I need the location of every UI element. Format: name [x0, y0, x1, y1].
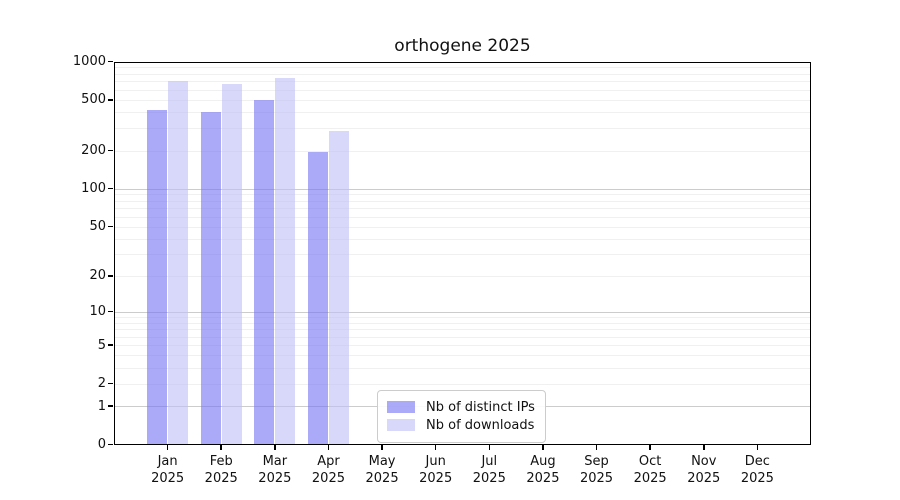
x-tick-label: May 2025: [365, 453, 399, 486]
minor-gridline: [114, 383, 811, 385]
y-tick-label: 0: [97, 437, 106, 452]
minor-gridline: [114, 355, 811, 357]
bar-distinct-ips-feb: [200, 112, 221, 445]
bar-downloads-mar: [275, 78, 296, 445]
minor-gridline: [114, 329, 811, 331]
x-tick-label: Dec 2025: [740, 453, 774, 486]
minor-gridline: [114, 81, 811, 83]
x-tick-mark: [702, 444, 705, 450]
legend-entry-downloads: Nb of downloads: [387, 417, 536, 434]
y-tick-mark: [108, 60, 113, 63]
x-tick-mark: [274, 444, 276, 450]
y-tick-label: 5: [97, 337, 106, 353]
y-tick-label: 100: [81, 181, 106, 197]
bar-distinct-ips-mar: [254, 99, 275, 445]
x-tick-label: Apr 2025: [311, 453, 345, 486]
minor-gridline: [114, 322, 811, 324]
y-tick-label: 200: [81, 143, 106, 158]
bar-distinct-ips-jan: [147, 109, 168, 445]
minor-gridline: [114, 275, 811, 277]
chart-title: orthogene 2025: [394, 36, 531, 56]
minor-gridline: [114, 336, 811, 338]
x-tick-mark: [220, 444, 223, 450]
y-tick-label: 10: [89, 304, 106, 320]
y-tick-label: 1: [97, 398, 106, 414]
bar-downloads-apr: [328, 130, 349, 445]
y-tick-mark: [108, 149, 113, 152]
y-tick-label: 20: [89, 268, 106, 284]
x-tick-label: Aug 2025: [526, 453, 560, 486]
minor-gridline: [114, 150, 811, 152]
bar-downloads-feb: [221, 83, 242, 445]
x-tick-label: Mar 2025: [258, 453, 292, 486]
y-tick-label: 500: [81, 92, 106, 108]
minor-gridline: [114, 216, 811, 218]
x-tick-mark: [327, 444, 330, 450]
minor-gridline: [114, 200, 811, 202]
x-tick-mark: [488, 444, 491, 450]
legend-label-distinct-ips: Nb of distinct IPs: [426, 399, 535, 415]
x-tick-mark: [542, 444, 544, 450]
legend-swatch-distinct-ips: [387, 401, 415, 413]
y-tick-label: 50: [89, 219, 106, 235]
y-tick-mark: [108, 382, 113, 385]
legend: Nb of distinct IPs Nb of downloads: [377, 389, 546, 443]
legend-swatch-downloads: [387, 419, 415, 431]
x-tick-label: Jan 2025: [151, 453, 185, 486]
minor-gridline: [114, 345, 811, 347]
minor-gridline: [114, 254, 811, 256]
minor-gridline: [114, 367, 811, 369]
x-tick-mark: [756, 444, 759, 450]
y-tick-label: 1000: [72, 54, 106, 69]
minor-gridline: [114, 67, 811, 69]
minor-gridline: [114, 128, 811, 130]
minor-gridline: [114, 73, 811, 75]
major-gridline: [114, 61, 811, 63]
major-gridline: [114, 188, 811, 190]
y-tick-mark: [108, 274, 113, 277]
bar-downloads-jan: [168, 80, 189, 445]
x-tick-mark: [649, 444, 651, 450]
x-tick-label: Oct 2025: [633, 453, 667, 486]
legend-label-downloads: Nb of downloads: [426, 417, 535, 433]
minor-gridline: [114, 316, 811, 318]
y-tick-label: 2: [97, 376, 106, 392]
minor-gridline: [114, 112, 811, 114]
y-tick-mark: [108, 225, 113, 228]
y-tick-mark: [108, 443, 113, 446]
minor-gridline: [114, 99, 811, 101]
x-tick-mark: [434, 444, 437, 450]
x-tick-label: Jun 2025: [419, 453, 453, 486]
minor-gridline: [114, 194, 811, 196]
minor-gridline: [114, 226, 811, 228]
major-gridline: [114, 311, 811, 313]
bar-distinct-ips-apr: [307, 151, 328, 445]
x-tick-label: Nov 2025: [687, 453, 721, 486]
x-tick-label: Sep 2025: [579, 453, 614, 486]
x-tick-mark: [595, 444, 598, 450]
x-tick-label: Jul 2025: [472, 453, 506, 486]
minor-gridline: [114, 238, 811, 240]
y-tick-mark: [108, 99, 113, 101]
x-tick-mark: [166, 444, 169, 450]
y-tick-mark: [108, 310, 113, 313]
x-tick-label: Feb 2025: [204, 453, 238, 486]
y-tick-mark: [108, 187, 113, 190]
minor-gridline: [114, 89, 811, 91]
minor-gridline: [114, 208, 811, 210]
legend-entry-distinct-ips: Nb of distinct IPs: [387, 399, 536, 416]
plot-area: Nb of distinct IPs Nb of downloads: [108, 60, 811, 450]
y-tick-mark: [108, 344, 113, 346]
y-tick-mark: [108, 405, 113, 407]
x-tick-mark: [381, 444, 383, 450]
